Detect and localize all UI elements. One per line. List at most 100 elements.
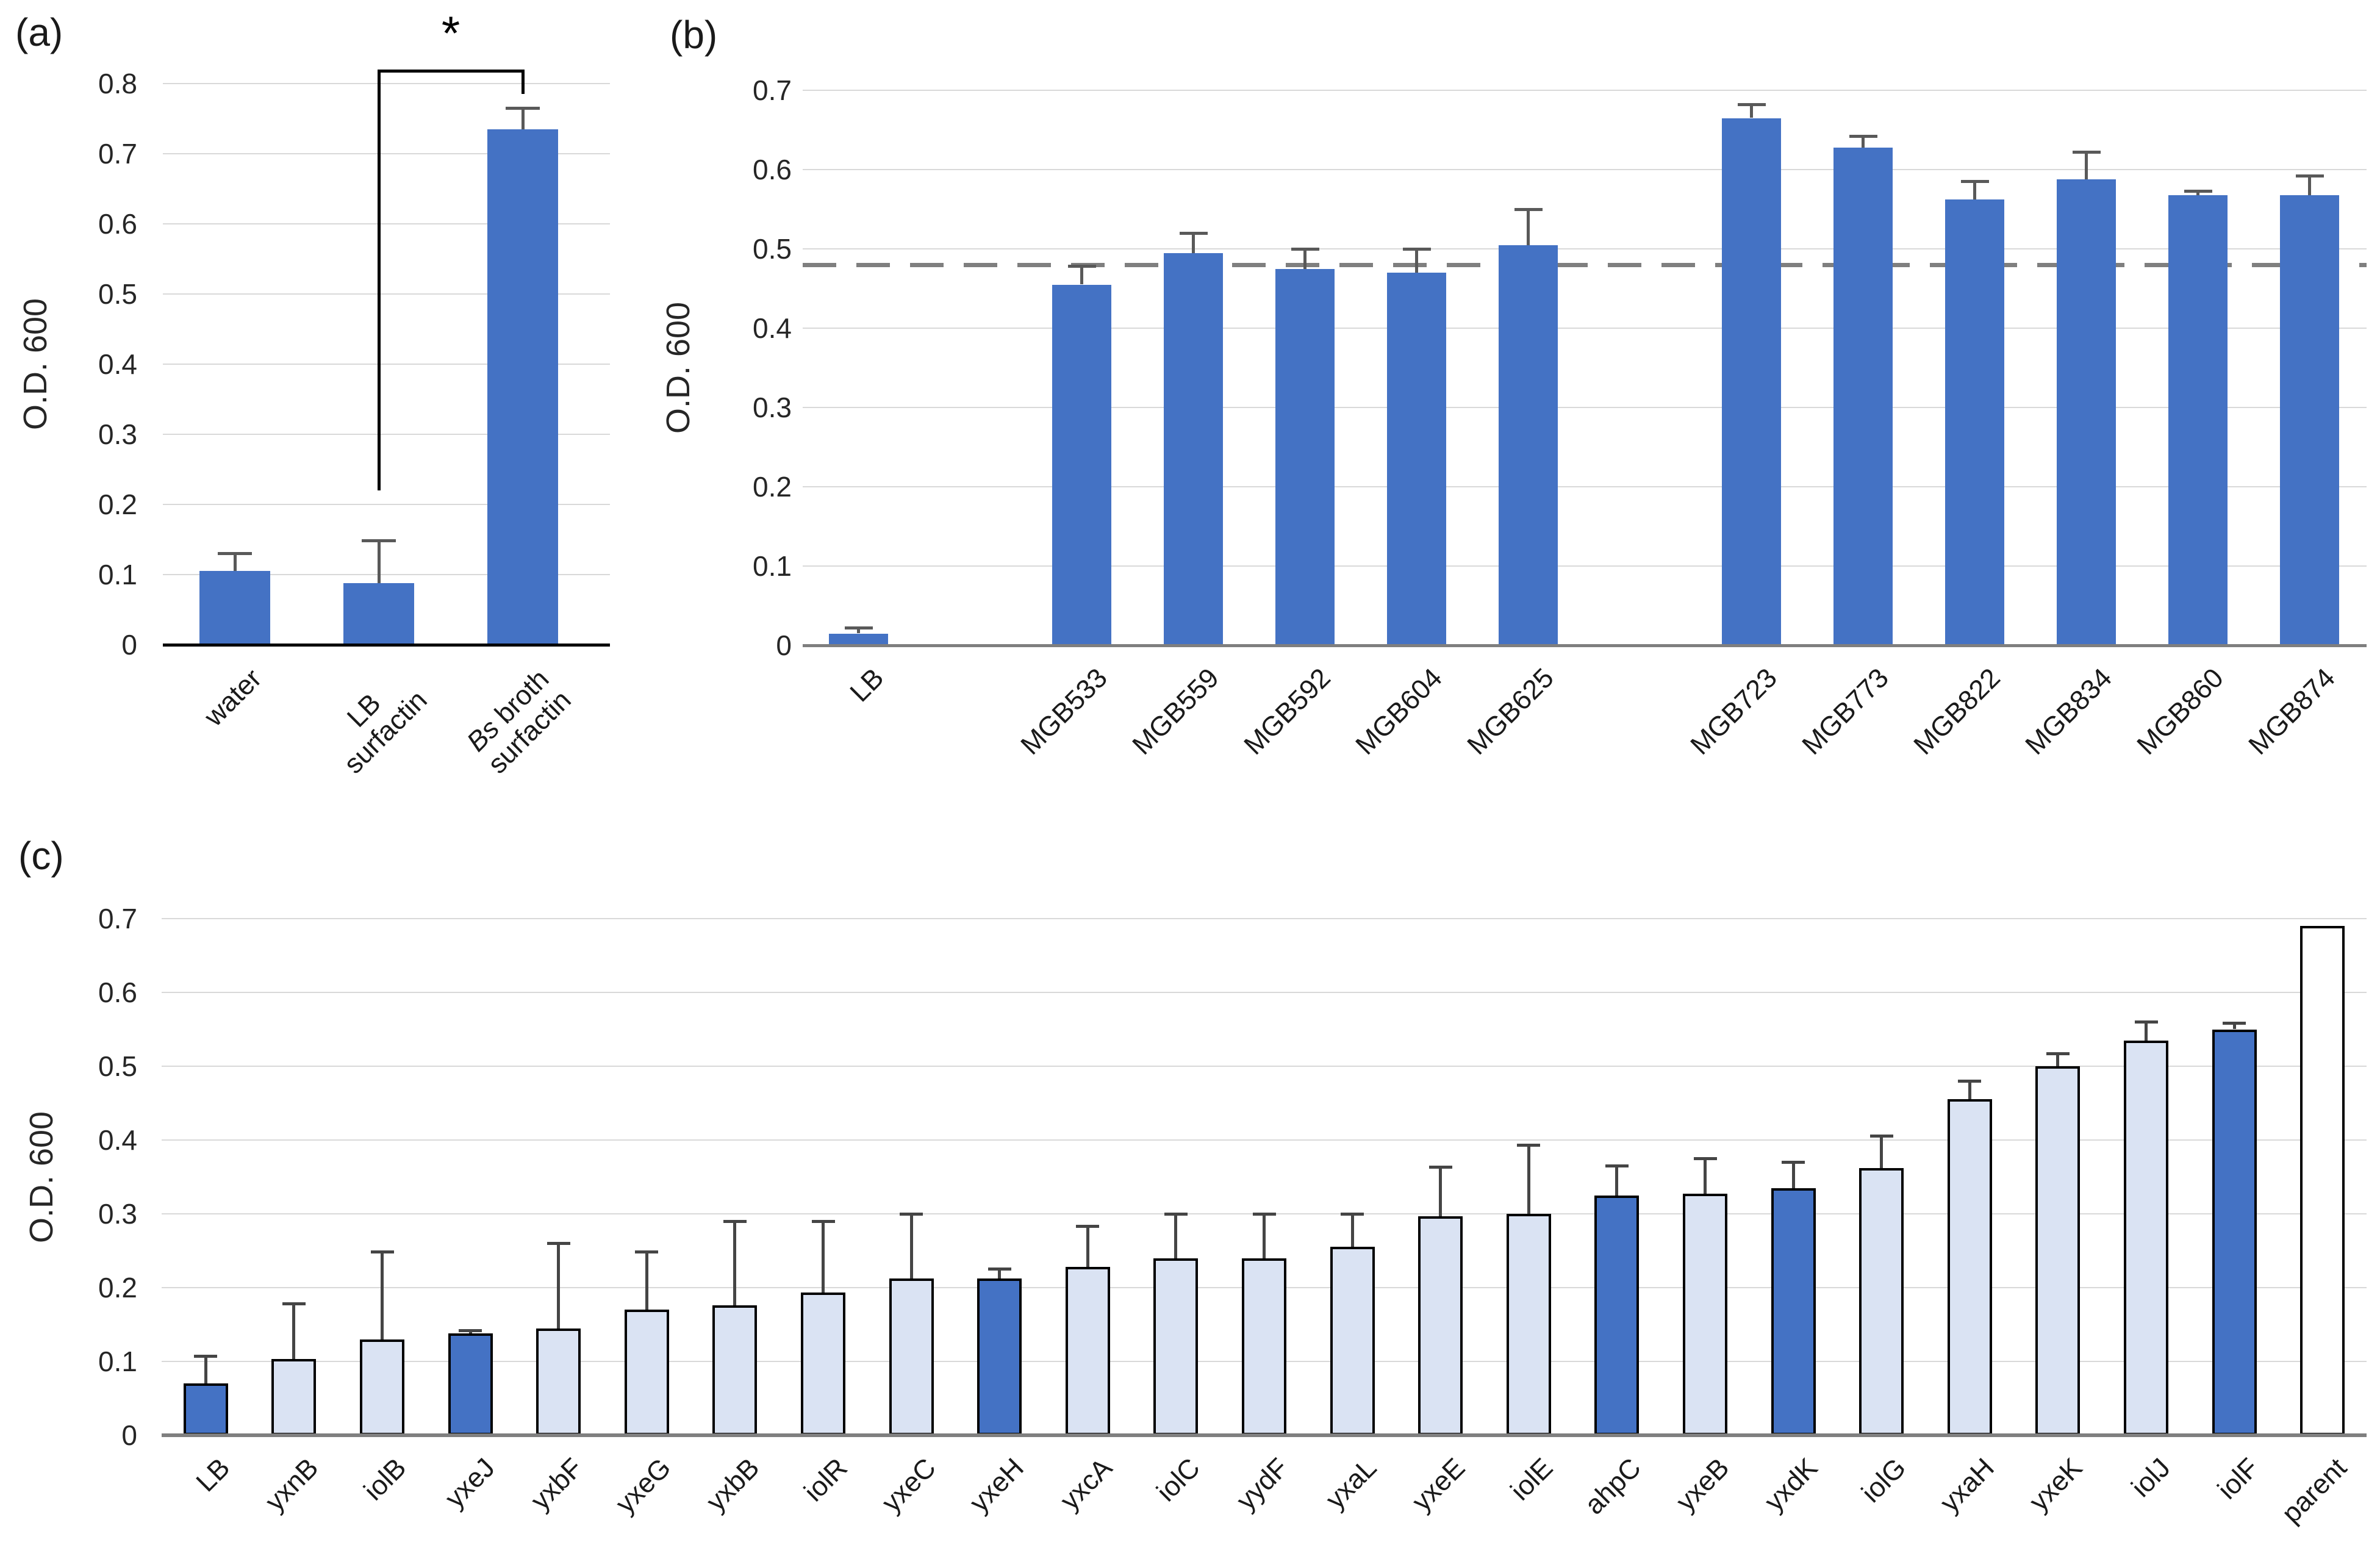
- x-tick-label: MGB625: [1461, 662, 1560, 761]
- bar-parent: [2300, 926, 2345, 1435]
- bar-yxbF: [536, 1328, 581, 1435]
- y-tick-label: 0.3: [753, 392, 792, 423]
- bar-iolJ: [2124, 1040, 2168, 1435]
- error-bar: [377, 540, 381, 583]
- error-bar: [1615, 1166, 1619, 1196]
- x-tick-label: LB: [844, 662, 890, 708]
- error-bar: [1086, 1226, 1089, 1268]
- bar-MGB773: [1833, 147, 1893, 645]
- error-bar-cap: [2184, 189, 2212, 193]
- x-tick-label: yxeH: [963, 1452, 1030, 1518]
- gridline: [803, 90, 2367, 91]
- error-bar-cap: [1252, 1212, 1276, 1216]
- gridline: [163, 504, 610, 505]
- gridline: [803, 486, 2367, 487]
- error-bar-cap: [362, 539, 396, 543]
- error-bar-cap: [1958, 1079, 1982, 1083]
- error-bar: [1968, 1081, 1971, 1100]
- x-tick-label: MGB834: [2019, 662, 2118, 761]
- gridline: [803, 169, 2367, 170]
- error-bar: [1080, 266, 1083, 285]
- y-tick-label: 0.3: [98, 418, 137, 450]
- sig-bracket-top: [377, 70, 525, 73]
- error-bar-cap: [635, 1250, 659, 1254]
- bar-ahpC: [1594, 1195, 1640, 1435]
- gridline: [162, 992, 2367, 993]
- y-tick-label: 0.7: [98, 138, 137, 170]
- error-bar: [1350, 1214, 1354, 1247]
- bar-iolB: [360, 1339, 404, 1435]
- error-bar: [1862, 136, 1865, 148]
- x-tick-label: yxeB: [1670, 1452, 1735, 1518]
- y-tick-label: 0.4: [98, 348, 137, 380]
- error-bar: [2145, 1022, 2148, 1041]
- error-bar-cap: [811, 1219, 835, 1223]
- x-tick-label: iolC: [1150, 1452, 1206, 1508]
- x-tick-label: yydF: [1230, 1452, 1294, 1516]
- error-bar: [645, 1252, 648, 1310]
- error-bar-cap: [547, 1241, 570, 1245]
- error-bar: [557, 1243, 561, 1329]
- error-bar-cap: [1179, 231, 1208, 235]
- bar-yxaH: [1947, 1099, 1992, 1435]
- error-bar: [521, 108, 525, 129]
- bar-yxeE: [1418, 1216, 1463, 1435]
- error-bar-cap: [1605, 1164, 1629, 1167]
- error-bar-cap: [1402, 247, 1431, 251]
- bar-LB: [183, 1383, 228, 1435]
- bar-MGB874: [2280, 195, 2339, 645]
- bar-MGB723: [1722, 118, 1781, 645]
- gridline: [803, 565, 2367, 567]
- bar-yxeB: [1683, 1194, 1727, 1435]
- bar-iolF: [2212, 1029, 2257, 1435]
- error-bar-cap: [1849, 134, 1877, 138]
- bar-MGB834: [2057, 179, 2116, 645]
- y-tick-label: 0.3: [98, 1198, 137, 1230]
- error-bar-cap: [723, 1219, 747, 1223]
- bar-MGB860: [2168, 195, 2228, 645]
- error-bar: [1439, 1167, 1443, 1216]
- y-tick-label: 0: [776, 629, 792, 661]
- bar-yxeK: [2035, 1066, 2081, 1435]
- x-tick-label: LB surfactin: [337, 684, 433, 780]
- error-bar-cap: [2295, 174, 2324, 177]
- y-tick-label: 0.6: [753, 154, 792, 185]
- error-bar: [381, 1252, 384, 1339]
- sig-star: *: [441, 6, 461, 60]
- reference-dashed-line: [803, 263, 2367, 267]
- error-bar-cap: [1341, 1212, 1364, 1216]
- panel-b-label: (b): [670, 13, 718, 57]
- error-bar: [1704, 1158, 1707, 1194]
- x-tick-label: MGB773: [1796, 662, 1894, 761]
- error-bar: [2308, 176, 2311, 195]
- y-tick-label: 0.4: [753, 312, 792, 344]
- error-bar-cap: [844, 626, 873, 629]
- bar-yydF: [1242, 1258, 1286, 1435]
- bar-yxnB: [271, 1359, 317, 1435]
- y-tick-label: 0: [121, 629, 137, 661]
- y-tick-label: 0: [121, 1419, 137, 1451]
- x-tick-label: yxaL: [1319, 1452, 1383, 1515]
- gridline: [803, 407, 2367, 408]
- x-tick-label: ahpC: [1579, 1452, 1647, 1521]
- x-tick-label: LB: [190, 1452, 236, 1498]
- x-tick-label: yxeE: [1405, 1452, 1471, 1518]
- y-tick-label: 0.6: [98, 208, 137, 240]
- error-bar-cap: [194, 1355, 218, 1358]
- error-bar-cap: [987, 1268, 1011, 1271]
- x-tick-label: Bs broth surfactin: [460, 663, 577, 780]
- error-bar-cap: [1514, 207, 1543, 211]
- y-tick-label: 0.6: [98, 977, 137, 1008]
- error-bar: [998, 1269, 1002, 1279]
- x-tick-label: yxcA: [1053, 1452, 1118, 1516]
- bar-MGB822: [1945, 199, 2004, 645]
- y-tick-label: 0.2: [98, 489, 137, 520]
- y-tick-label: 0.1: [98, 559, 137, 590]
- y-tick-label: 0.5: [98, 278, 137, 310]
- error-bar-cap: [1782, 1160, 1805, 1164]
- error-bar-cap: [506, 106, 540, 110]
- error-bar: [233, 553, 237, 572]
- error-bar: [2085, 152, 2088, 179]
- bar-iolE: [1506, 1214, 1551, 1435]
- y-tick-label: 0.8: [98, 68, 137, 99]
